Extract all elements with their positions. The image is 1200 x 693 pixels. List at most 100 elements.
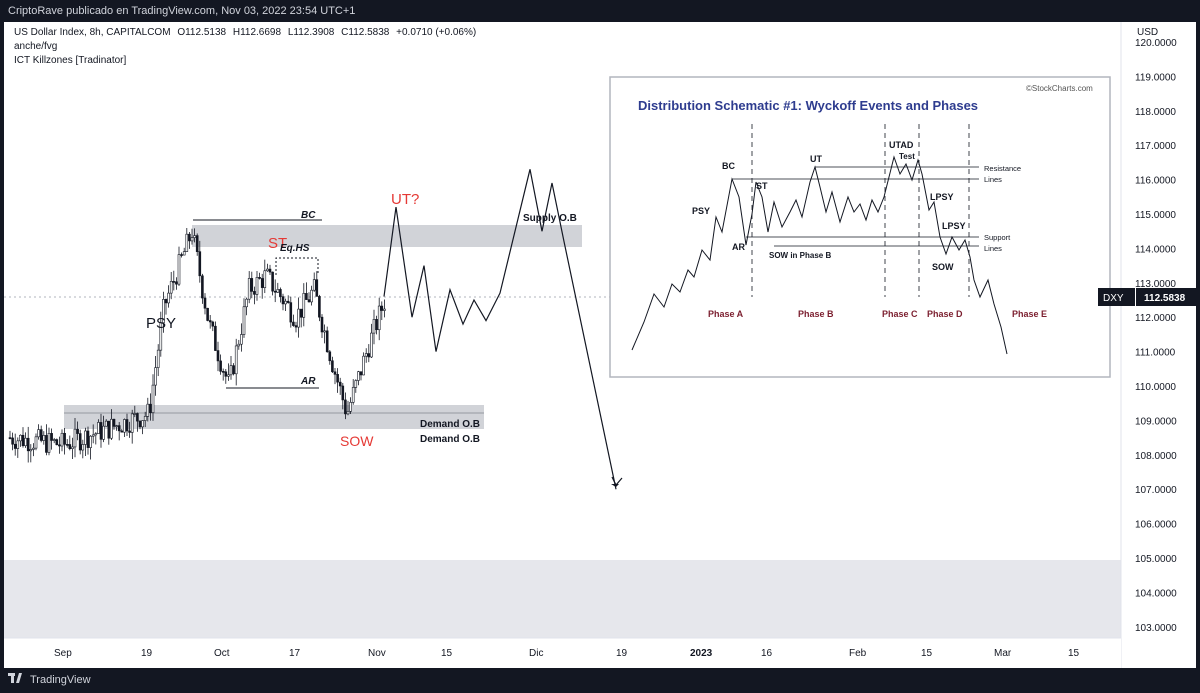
publisher-text: CriptoRave publicado en TradingView.com,… <box>8 5 356 17</box>
time-tick-labels: Sep 19 Oct 17 Nov 15 Dic 19 2023 16 Feb 15 Mar 15 <box>54 648 1080 659</box>
candle-body <box>263 270 267 288</box>
annotation-demand-ob-2: Demand O.B <box>420 434 480 445</box>
legend-indicator-2[interactable]: ICT Killzones [Tradinator] <box>14 55 127 66</box>
price-tick-label: 103.0000 <box>1135 623 1177 634</box>
price-axis-bg <box>1121 22 1196 668</box>
annotation-eq-hs: Eq.HS <box>280 243 310 254</box>
candle-body <box>297 308 300 328</box>
time-tick-label: 2023 <box>690 648 713 659</box>
symbol-tag: DXY <box>1103 293 1124 304</box>
candle-body <box>211 321 215 327</box>
candle-body <box>24 437 27 447</box>
candle-body <box>284 300 287 305</box>
price-tick-label: 113.0000 <box>1135 279 1176 290</box>
time-tick-label: 15 <box>1068 648 1080 659</box>
candle-body <box>11 437 14 445</box>
annotation-supply-ob: Supply O.B <box>523 213 577 224</box>
price-tick-label: 105.0000 <box>1135 554 1177 565</box>
candle-body <box>208 320 212 323</box>
candle-body <box>34 436 38 449</box>
candle-body <box>253 291 256 295</box>
inset-phase-e: Phase E <box>1012 309 1047 319</box>
candle-body <box>229 365 233 376</box>
candle-body <box>172 281 176 283</box>
candle-body <box>362 355 365 376</box>
price-tick-label: 115.0000 <box>1135 210 1176 221</box>
candle-body <box>346 411 350 415</box>
time-axis[interactable]: Sep 19 Oct 17 Nov 15 Dic 19 2023 16 Feb 15 Mar 15 <box>4 637 1121 668</box>
candle-body <box>351 387 355 403</box>
candle-body <box>99 422 103 440</box>
candle-body <box>375 319 378 331</box>
candle-body <box>63 432 66 445</box>
candle-body <box>206 307 209 321</box>
candle-body <box>136 413 139 422</box>
candle-body <box>271 271 274 292</box>
chart-area[interactable]: PSY ST Eq.HS BC AR SOW UT? Supply O.B De… <box>4 22 1196 668</box>
candle-body <box>336 374 339 383</box>
inset-label-ut: UT <box>810 154 822 164</box>
candle-body <box>344 399 347 415</box>
inset-label-psy: PSY <box>692 206 710 216</box>
candle-body <box>60 432 64 447</box>
candle-body <box>250 278 254 292</box>
inset-label-lpsy-2: LPSY <box>942 221 966 231</box>
candle-body <box>164 299 168 304</box>
lower-shade <box>4 560 1121 649</box>
legend-symbol-line: US Dollar Index, 8h, CAPITALCOM O112.513… <box>14 27 480 38</box>
inset-phase-d: Phase D <box>927 309 963 319</box>
inset-label-support-lines: Lines <box>984 244 1002 253</box>
candle-body <box>195 235 199 252</box>
price-tick-label: 111.0000 <box>1135 348 1176 359</box>
candle-body <box>45 435 48 453</box>
candle-body <box>13 443 17 449</box>
candle-body <box>81 444 85 451</box>
candle-body <box>39 429 43 441</box>
projection-path <box>383 169 617 490</box>
candle-body <box>245 298 248 308</box>
candle-body <box>201 275 204 299</box>
candle-body <box>130 413 134 433</box>
candle-body <box>331 360 334 373</box>
candle-body <box>68 444 72 450</box>
price-tick-label: 106.0000 <box>1135 520 1177 531</box>
price-tick-labels: 120.0000 119.0000 118.0000 117.0000 116.0000… <box>1135 38 1177 634</box>
time-tick-label: 17 <box>289 648 301 659</box>
time-tick-label: 15 <box>921 648 933 659</box>
price-axis[interactable]: USD 120.0000 119.0000 118.0000 117.0000 116.… <box>1098 22 1196 668</box>
legend-open: O112.5138 <box>177 27 227 38</box>
price-tick-label: 109.0000 <box>1135 416 1177 427</box>
candle-body <box>50 433 53 441</box>
candle-body <box>138 420 142 428</box>
candle-body <box>323 330 326 333</box>
candle-body <box>219 360 222 372</box>
candle-body <box>255 277 259 295</box>
annotation-sow: SOW <box>340 433 374 449</box>
price-chart[interactable]: PSY ST Eq.HS BC AR SOW UT? Supply O.B De… <box>4 22 1196 668</box>
candle-body <box>26 437 30 452</box>
candle-body <box>146 403 150 417</box>
price-tick-label: 116.0000 <box>1135 176 1176 187</box>
candle-body <box>320 316 324 333</box>
candle-body <box>325 330 329 353</box>
candle-body <box>19 434 22 442</box>
inset-title: Distribution Schematic #1: Wyckoff Event… <box>638 98 978 113</box>
legend-low: L112.3908 <box>287 27 335 38</box>
time-tick-label: 16 <box>761 648 773 659</box>
candle-body <box>307 299 311 303</box>
candle-body <box>364 353 368 357</box>
candle-body <box>354 380 358 388</box>
inset-label-sow-phase-b: SOW in Phase B <box>769 251 831 260</box>
candle-body <box>216 350 220 362</box>
candle-body <box>349 402 352 412</box>
candle-body <box>107 420 111 439</box>
inset-price-path <box>631 155 1008 355</box>
time-tick-label: 19 <box>141 648 153 659</box>
legend-change: +0.0710 (+0.06%) <box>396 27 477 38</box>
candle-body <box>76 428 79 434</box>
candle-body <box>240 334 243 345</box>
demand-zone <box>64 405 484 429</box>
projection-arrowhead-lines <box>611 476 623 487</box>
candle-body <box>58 444 61 447</box>
legend-indicator-1[interactable]: anche/fvg <box>14 41 58 52</box>
